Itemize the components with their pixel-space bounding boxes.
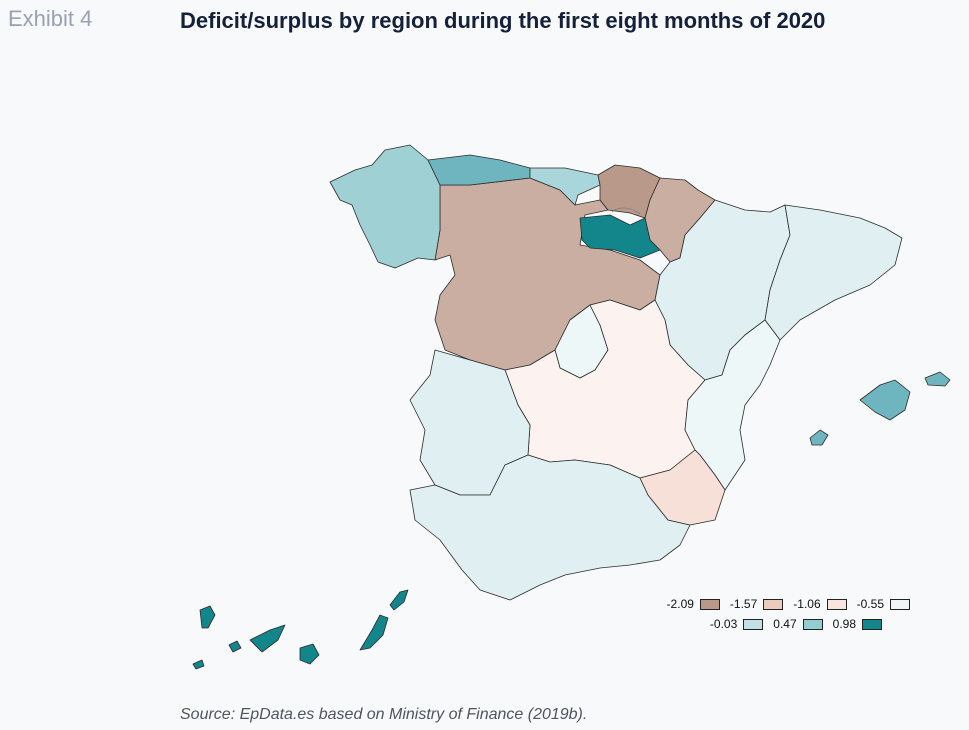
region-cataluna: Cataluña: [764, 204, 903, 341]
legend-swatch: [826, 598, 847, 610]
region-canarias-gran-canaria: Canarias: [299, 643, 320, 665]
region-canarias-la-gomera: Canarias: [228, 640, 242, 653]
region-canarias-la-palma: Canarias: [199, 605, 216, 629]
legend: -2.09 -1.57 -1.06 -0.55 -0.03 0.47 0.98: [660, 597, 910, 637]
legend-item: -1.57: [729, 597, 784, 611]
legend-label: -1.06: [793, 597, 821, 611]
legend-item: 0.98: [833, 617, 882, 631]
exhibit-label: Exhibit 4: [8, 6, 93, 31]
legend-item: -2.09: [667, 597, 720, 611]
legend-row-2: -0.03 0.47 0.98: [660, 617, 910, 631]
legend-row-1: -2.09 -1.57 -1.06 -0.55: [660, 597, 910, 611]
legend-label: -0.55: [856, 597, 884, 611]
legend-item: -0.03: [709, 617, 764, 631]
legend-item: -0.55: [857, 597, 910, 611]
legend-label: 0.47: [773, 617, 797, 631]
region-canarias-fuerteventura: Canarias: [359, 614, 389, 651]
region-baleares-ibiza: Islas Baleares: [809, 429, 829, 446]
legend-label: -1.57: [729, 597, 758, 611]
region-galicia: Galicia: [329, 144, 441, 269]
legend-item: 0.47: [773, 617, 823, 631]
source-note: Source: EpData.es based on Ministry of F…: [180, 706, 588, 723]
legend-swatch: [699, 598, 720, 610]
region-la-rioja: La Rioja: [579, 214, 661, 259]
region-canarias-lanzarote: Canarias: [389, 589, 409, 611]
legend-swatch: [862, 618, 882, 630]
legend-label: -2.09: [666, 597, 694, 611]
legend-swatch: [802, 618, 823, 630]
region-cantabria: Cantabria: [529, 167, 601, 206]
region-canarias-el-hierro: Canarias: [192, 659, 205, 670]
region-baleares-menorca: Islas Baleares: [924, 371, 951, 387]
legend-label: -0.03: [709, 617, 738, 631]
region-baleares-mallorca: Islas Baleares: [859, 379, 911, 421]
legend-swatch: [763, 598, 784, 610]
chart-title: Deficit/surplus by region during the fir…: [180, 8, 826, 33]
legend-label: 0.98: [832, 617, 856, 631]
legend-swatch: [890, 598, 910, 610]
legend-item: -1.06: [793, 597, 847, 611]
region-canarias-tenerife: Canarias: [249, 624, 286, 653]
region-murcia: Murcia: [639, 449, 726, 526]
region-valenciana: Comunidad Valenciana: [684, 319, 781, 491]
legend-swatch: [743, 618, 764, 630]
inner-lake-detail: [611, 207, 641, 215]
